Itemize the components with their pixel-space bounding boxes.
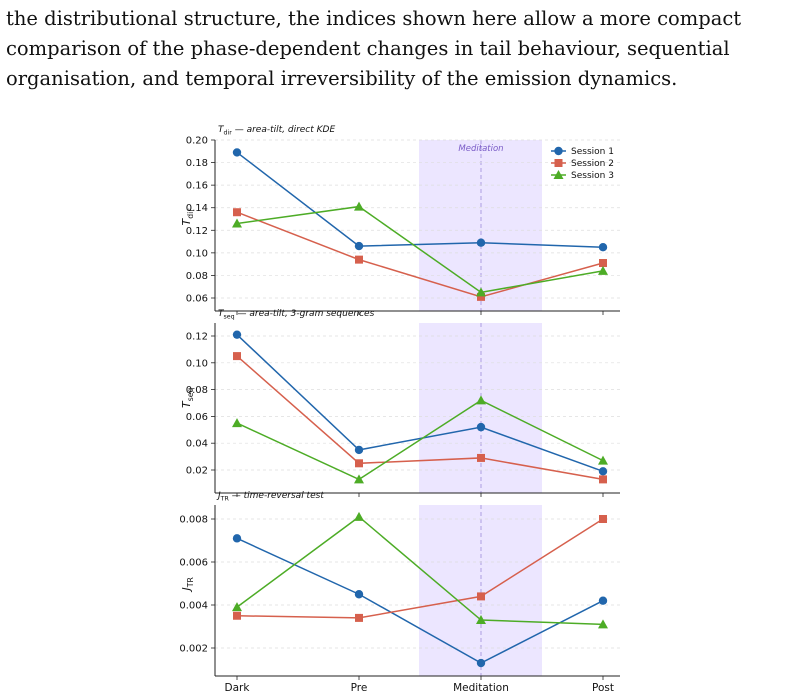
legend-label: Session 3 (571, 171, 614, 181)
marker-circle (476, 422, 486, 432)
panel-title: Tdir — area-tilt, direct KDE (218, 125, 335, 136)
legend-label: Session 2 (571, 159, 614, 169)
shaded-region (419, 323, 542, 493)
y-tick-label: 0.06 (186, 412, 208, 423)
marker-triangle (598, 455, 608, 465)
marker-triangle (476, 615, 486, 625)
shaded-annotation: Meditation (458, 144, 503, 154)
marker-circle (476, 238, 486, 247)
chart-panel-2: 0.02 0.04 0.06 0.08 0.10 0.12 Tseq — area-tilt… (180, 309, 620, 497)
shaded-region (419, 140, 542, 311)
series-line-2 (236, 355, 604, 481)
y-tick-label: 0.14 (186, 203, 208, 214)
marker-circle (354, 241, 364, 251)
marker-square (477, 292, 485, 301)
marker-square (355, 255, 363, 264)
y-tick-label: 0.16 (186, 181, 208, 192)
series-line-1 (236, 151, 604, 248)
shaded-region (419, 505, 542, 676)
series-line-3 (236, 515, 604, 626)
marker-square (233, 352, 241, 361)
legend: Session 1 Session 2 Session 3 (551, 146, 614, 181)
marker-circle (354, 590, 364, 599)
marker-square (599, 515, 607, 523)
paragraph-line: organisation, and temporal irreversibili… (6, 67, 678, 90)
x-tick-label: Dark (225, 682, 251, 694)
y-tick-label: 0.002 (179, 644, 208, 655)
chart-panel-3: 0.002 0.004 0.006 0.008 JTR — time-reversal … (179, 491, 620, 694)
x-tick-label: Meditation (453, 682, 509, 694)
marker-square (355, 459, 363, 468)
marker-triangle (232, 602, 242, 612)
paragraph-line: the distributional structure, the indice… (6, 7, 742, 30)
marker-triangle (354, 474, 364, 484)
y-tick-label: 0.04 (186, 439, 208, 450)
y-tick-label: 0.12 (186, 226, 208, 237)
marker-circle (232, 330, 242, 339)
y-tick-label: 0.008 (179, 515, 208, 526)
marker-square (233, 208, 241, 217)
x-tick-label: Pre (351, 682, 368, 694)
marker-triangle (354, 511, 364, 521)
panel-title: JTR — time-reversal test (216, 491, 324, 502)
series-line-1 (236, 537, 604, 664)
marker-square (233, 611, 241, 620)
y-tick-label: 0.18 (186, 158, 208, 169)
marker-square (477, 592, 485, 601)
body-text: the distributional structure, the indice… (6, 4, 786, 94)
y-tick-label: 0.02 (186, 466, 208, 477)
marker-triangle (476, 287, 486, 297)
marker-square (477, 453, 485, 462)
paragraph-line: comparison of the phase-dependent change… (6, 37, 730, 60)
marker-square (554, 159, 563, 167)
y-tick-label: 0.12 (186, 332, 208, 343)
series-line-3 (236, 205, 604, 294)
marker-circle (354, 445, 364, 455)
series-line-2 (236, 518, 604, 619)
panel-title: Tseq — area-tilt, 3-gram sequences (218, 309, 375, 320)
y-tick-label: 0.004 (179, 601, 208, 612)
y-tick-label: 0.06 (186, 294, 208, 305)
marker-square (599, 259, 607, 268)
y-axis-label: Tdir (180, 208, 195, 226)
marker-circle (598, 467, 608, 476)
y-tick-label: 0.08 (186, 385, 208, 396)
marker-triangle (553, 170, 564, 179)
marker-circle (232, 148, 242, 157)
marker-circle (476, 658, 486, 668)
marker-square (599, 475, 607, 484)
y-tick-label: 0.006 (179, 558, 208, 569)
y-tick-label: 0.10 (186, 248, 208, 259)
x-tick-label: Post (592, 682, 614, 694)
marker-circle (232, 534, 242, 543)
marker-circle (598, 243, 608, 252)
marker-square (355, 613, 363, 622)
marker-circle (554, 146, 563, 156)
y-tick-label: 0.20 (186, 136, 208, 147)
marker-triangle (232, 418, 242, 428)
chart-panel-1: 0.06 0.08 0.10 0.12 0.14 0.16 0.18 0.20 Tdir — a… (180, 125, 620, 315)
y-tick-label: 0.10 (186, 358, 208, 369)
y-axis-label: JTR (180, 577, 195, 593)
marker-triangle (598, 619, 608, 629)
series-line-1 (236, 334, 604, 473)
series-line-2 (236, 211, 604, 298)
marker-triangle (598, 265, 608, 275)
y-tick-label: 0.08 (186, 271, 208, 282)
marker-triangle (354, 201, 364, 211)
legend-label: Session 1 (571, 147, 614, 157)
marker-triangle (476, 395, 486, 405)
marker-triangle (232, 218, 242, 228)
series-line-3 (236, 399, 604, 481)
y-axis-label: Tseq (180, 388, 195, 408)
marker-circle (598, 596, 608, 605)
